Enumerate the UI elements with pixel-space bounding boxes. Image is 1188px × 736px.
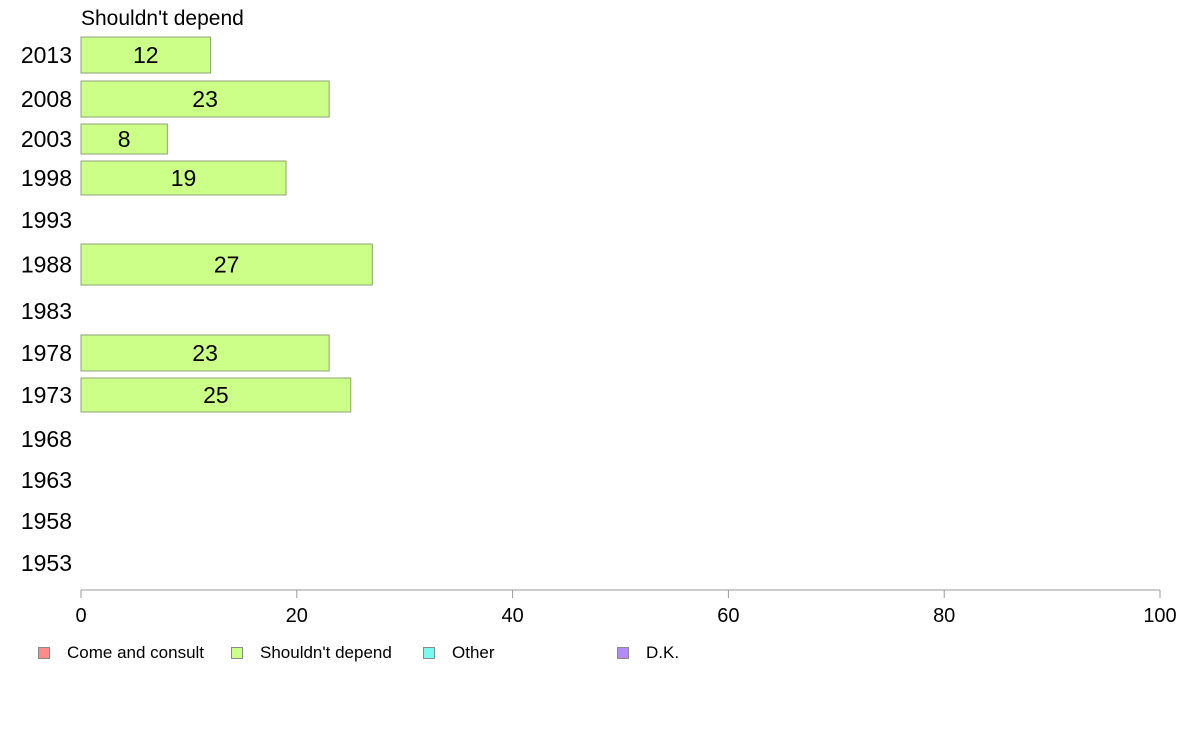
x-tick-label-80: 80 xyxy=(933,605,955,627)
bar-1978 xyxy=(80,334,330,372)
category-label-2013: 2013 xyxy=(21,42,72,68)
category-labels: 2013 2008 2003 1998 1993 1988 1983 1978 1973 1968… xyxy=(21,42,72,576)
bars-group: 12 23 8 19 27 23 25 xyxy=(80,36,373,413)
legend-item: Shouldn't depend xyxy=(231,643,392,663)
legend-swatch xyxy=(617,647,629,659)
bar-1973 xyxy=(80,377,352,413)
bar-1998 xyxy=(80,160,287,196)
category-label-1983: 1983 xyxy=(21,298,72,324)
data-label-1973: 25 xyxy=(203,382,229,408)
category-label-2003: 2003 xyxy=(21,126,72,152)
x-tick-label-40: 40 xyxy=(501,605,523,627)
legend-label: Shouldn't depend xyxy=(260,643,392,662)
category-label-1953: 1953 xyxy=(21,550,72,576)
bar-1988 xyxy=(80,243,373,286)
legend-item: Come and consult xyxy=(38,643,204,663)
category-label-1973: 1973 xyxy=(21,382,72,408)
bar-2013 xyxy=(80,36,211,74)
data-label-2008: 23 xyxy=(192,86,218,112)
data-label-1978: 23 xyxy=(192,340,218,366)
legend-label: D.K. xyxy=(646,643,680,662)
category-label-1958: 1958 xyxy=(21,508,72,534)
legend-swatch xyxy=(231,647,243,659)
legend-swatch xyxy=(423,647,435,659)
data-label-1988: 27 xyxy=(214,252,240,278)
data-label-1998: 19 xyxy=(171,165,197,191)
x-tick-label-20: 20 xyxy=(286,605,308,627)
category-label-1968: 1968 xyxy=(21,426,72,452)
legend: Come and consult Shouldn't depend Other D.K… xyxy=(38,643,1138,663)
chart-title: Shouldn't depend xyxy=(81,7,244,30)
bar-2003 xyxy=(80,123,168,155)
legend-label: Come and consult xyxy=(67,643,205,662)
legend-item: D.K. xyxy=(617,643,679,663)
legend-item: Other xyxy=(423,643,495,663)
category-label-1988: 1988 xyxy=(21,252,72,278)
data-label-2003: 8 xyxy=(118,126,131,152)
category-label-1993: 1993 xyxy=(21,207,72,233)
x-tick-label-100: 100 xyxy=(1143,605,1176,627)
category-label-1998: 1998 xyxy=(21,165,72,191)
category-label-1963: 1963 xyxy=(21,467,72,493)
legend-label: Other xyxy=(452,643,495,662)
category-label-1978: 1978 xyxy=(21,340,72,366)
category-label-2008: 2008 xyxy=(21,86,72,112)
data-label-2013: 12 xyxy=(133,42,159,68)
x-axis: 0 20 40 60 80 100 xyxy=(75,589,1177,627)
bar-2008 xyxy=(80,80,330,118)
x-tick-label-0: 0 xyxy=(75,605,86,627)
x-tick-label-60: 60 xyxy=(717,605,739,627)
legend-swatch xyxy=(38,647,50,659)
